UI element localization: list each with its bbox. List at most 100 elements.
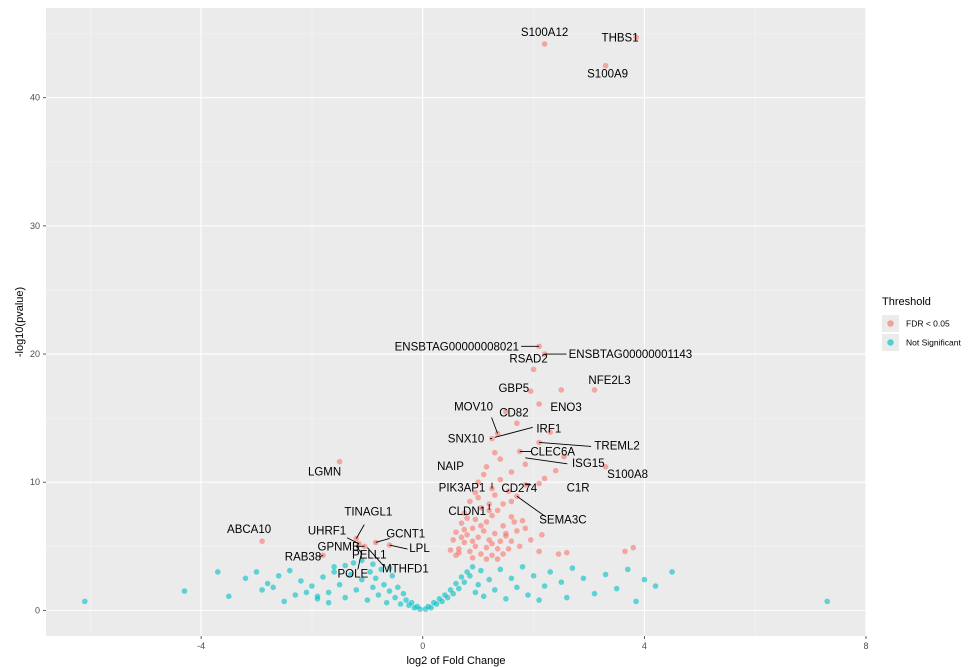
data-point [469, 564, 476, 570]
data-point [181, 588, 188, 594]
gene-label: CLDN1 [448, 506, 486, 518]
data-point [378, 566, 385, 573]
gene-label: MTHFD1 [382, 564, 429, 576]
data-point [367, 569, 373, 575]
data-point [497, 538, 504, 544]
data-point [469, 525, 476, 532]
data-point [536, 597, 542, 603]
y-tick-label: 10 [30, 477, 40, 487]
data-point [458, 520, 465, 526]
data-point [622, 548, 628, 555]
data-point [555, 551, 562, 557]
data-point [492, 449, 498, 456]
gene-labels: S100A12 THBS1 S100A9 ENSBTAG00000008021 ENSB… [227, 27, 692, 581]
data-point [347, 571, 354, 578]
data-point [281, 598, 288, 605]
data-point [461, 526, 468, 533]
data-point [500, 551, 506, 557]
data-point [483, 464, 490, 470]
gene-label: LPL [409, 543, 430, 555]
gene-label: SNX10 [448, 434, 484, 446]
data-point [298, 578, 304, 584]
data-point [522, 525, 529, 532]
data-point [541, 351, 548, 357]
data-point [359, 576, 365, 583]
x-tick-label: 4 [642, 641, 647, 651]
data-point [489, 512, 495, 519]
x-tick-label: -4 [197, 641, 205, 651]
legend-key-fdr [887, 320, 894, 327]
data-point [478, 567, 484, 574]
data-point [386, 542, 393, 548]
data-point [253, 569, 260, 575]
gene-label: ABCA10 [227, 524, 271, 536]
data-point [472, 589, 479, 596]
data-point [464, 515, 470, 521]
data-point [397, 601, 404, 607]
data-point [552, 467, 559, 474]
data-point [342, 594, 349, 601]
data-point [450, 590, 457, 597]
label-segment [525, 457, 568, 465]
data-point [309, 583, 315, 589]
data-point [331, 564, 337, 570]
data-point [530, 366, 537, 373]
label-segment [389, 544, 408, 550]
minor-grid [46, 8, 866, 636]
data-point [500, 523, 506, 529]
data-point [389, 573, 396, 579]
axis-ticks: -4 0 4 8 0 10 20 30 40 [30, 93, 869, 651]
data-point [475, 581, 482, 588]
data-point [536, 401, 542, 407]
data-point [428, 605, 434, 611]
data-point [331, 569, 337, 575]
data-point [505, 488, 512, 495]
gene-label: PIK3AP1 [439, 483, 486, 495]
gene-label: ENSBTAG00000001143 [569, 349, 693, 361]
gene-label: THBS1 [602, 33, 639, 45]
data-point [215, 569, 221, 575]
data-point [525, 592, 531, 598]
label-segment [367, 547, 384, 566]
data-point [467, 548, 473, 555]
gene-label: CLEC6A [530, 446, 575, 458]
data-point [350, 560, 357, 566]
gene-label: GBP5 [498, 383, 529, 395]
gene-label: UHRF1 [308, 526, 346, 538]
gene-label: GPNMB [318, 541, 361, 553]
data-point [381, 581, 387, 588]
data-point [669, 569, 675, 575]
label-segment [375, 538, 390, 543]
data-point [478, 505, 484, 511]
data-point [528, 388, 534, 395]
gene-label: S100A9 [587, 69, 628, 81]
data-point [336, 458, 343, 465]
data-point [541, 475, 548, 482]
data-point [497, 566, 504, 573]
data-point [483, 544, 490, 551]
data-point [508, 575, 515, 582]
data-point [564, 549, 570, 556]
y-axis-title: -log10(pvalue) [14, 287, 26, 357]
data-point [472, 489, 479, 496]
data-point [536, 548, 542, 555]
data-point [464, 569, 470, 575]
data-point [602, 571, 609, 578]
y-tick-label: 40 [30, 93, 40, 103]
data-point [480, 471, 487, 478]
data-point [461, 539, 468, 546]
label-segment [494, 426, 533, 438]
major-grid [46, 8, 867, 636]
data-point [439, 598, 445, 605]
x-tick-label: 8 [863, 641, 868, 651]
x-axis-title: log2 of Fold Change [406, 655, 505, 667]
data-point [259, 538, 265, 544]
data-point [541, 583, 548, 589]
data-point [361, 543, 368, 550]
gene-label: CD82 [499, 408, 528, 420]
data-point [395, 584, 401, 591]
data-point [489, 540, 495, 547]
data-point [400, 590, 407, 597]
data-point [516, 543, 523, 550]
